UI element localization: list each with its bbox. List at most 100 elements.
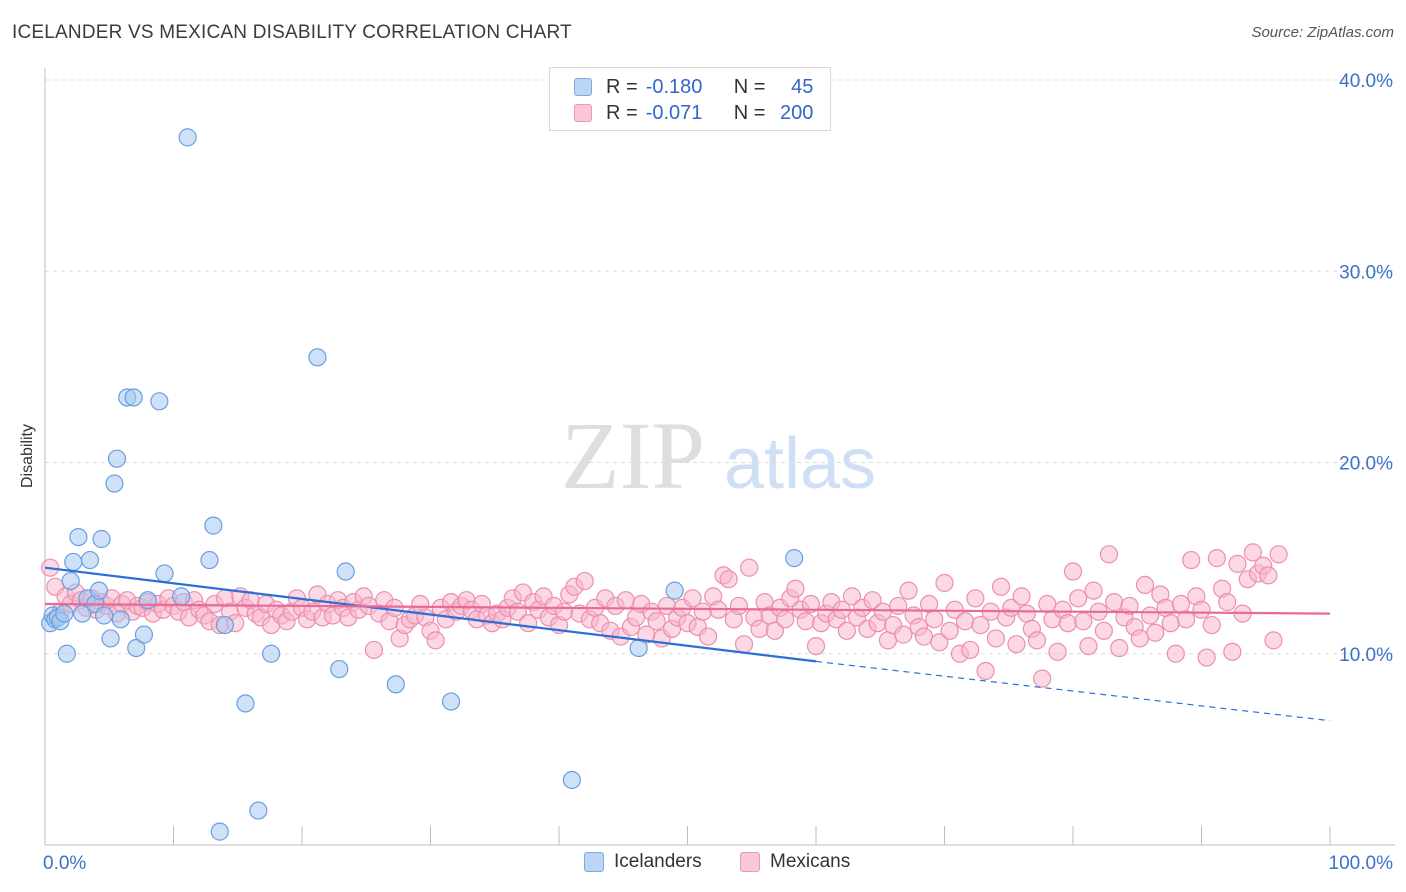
- icelander-point: [629, 638, 648, 658]
- mexican-point: [940, 621, 959, 640]
- icelander-point: [249, 801, 268, 820]
- series-name-icelanders: Icelanders: [614, 851, 702, 872]
- icelander-point: [101, 629, 120, 648]
- icelander-point: [69, 527, 88, 547]
- mexican-point: [647, 612, 666, 631]
- mexican-point: [1038, 594, 1057, 614]
- watermark-atlas: atlas: [724, 424, 876, 504]
- legend-r-value: -0.180: [645, 75, 703, 98]
- mexican-point: [1207, 549, 1227, 568]
- mexican-point: [1063, 562, 1083, 581]
- icelander-point: [386, 675, 405, 694]
- mexican-point: [925, 610, 944, 629]
- icelander-point: [236, 694, 255, 713]
- legend-n-value: 45: [791, 75, 814, 98]
- icelander-point: [111, 610, 130, 629]
- mexican-point: [1027, 631, 1047, 650]
- mexican-point: [796, 612, 815, 631]
- icelander-point: [262, 644, 281, 663]
- watermark: ZIP atlas: [561, 402, 876, 509]
- mexican-point: [1007, 635, 1026, 654]
- mexican-point: [1130, 629, 1149, 648]
- legend-r-label: R =: [606, 75, 638, 98]
- watermark-zip: ZIP: [561, 402, 705, 509]
- icelander-point: [308, 348, 327, 367]
- mexican-point: [786, 579, 805, 598]
- mexican-point: [1176, 610, 1196, 629]
- mexican-point: [837, 621, 856, 640]
- series-legend-mexicans: Mexicans: [740, 851, 850, 873]
- mexican-point: [955, 612, 975, 631]
- mexican-point: [935, 573, 954, 593]
- series-legend: Icelanders Mexicans: [0, 851, 1406, 877]
- icelander-point: [200, 550, 219, 570]
- mexican-point: [1202, 615, 1221, 635]
- icelander-point: [80, 550, 100, 570]
- legend-n-value: 200: [780, 101, 814, 124]
- icelander-point: [204, 516, 223, 535]
- icelander-point: [138, 591, 157, 610]
- icelander-point: [562, 770, 581, 790]
- mexican-point: [1156, 598, 1175, 617]
- mexican-point: [1135, 575, 1155, 595]
- mexican-point: [806, 636, 826, 656]
- icelander-point: [785, 549, 804, 568]
- icelander-point: [172, 587, 191, 606]
- mexican-point: [863, 591, 882, 610]
- mexican-point: [1048, 642, 1067, 661]
- mexican-point: [1269, 545, 1288, 564]
- legend-swatch-icelanders: [574, 78, 592, 96]
- icelander-point: [124, 388, 143, 407]
- mexican-point: [1171, 594, 1191, 614]
- mexican-point: [1105, 593, 1124, 612]
- mexican-point: [1012, 587, 1031, 606]
- mexicans-trend-line: [44, 602, 1331, 615]
- mexican-point: [740, 558, 759, 577]
- mexican-point: [1166, 644, 1185, 663]
- mexican-point: [914, 627, 934, 646]
- mexican-point: [575, 571, 594, 591]
- mexican-point: [1140, 606, 1160, 625]
- mexicans-points: [41, 543, 1288, 688]
- icelander-point: [336, 562, 355, 581]
- mexican-point: [1146, 623, 1165, 642]
- mexican-point: [1264, 631, 1283, 650]
- x-tick-label-min: 0.0%: [43, 853, 86, 874]
- mexican-point: [1161, 614, 1180, 633]
- icelander-point: [61, 571, 80, 591]
- icelander-point: [441, 692, 461, 711]
- legend-row-mexicans: R = -0.071 N = 200: [574, 102, 813, 124]
- mexican-point: [894, 625, 913, 644]
- mexican-point: [1017, 604, 1036, 623]
- mexican-point: [1228, 554, 1247, 573]
- mexican-point: [1094, 621, 1113, 640]
- mexican-point: [1074, 612, 1093, 631]
- legend-row-icelanders: R = -0.180 N = 45: [574, 76, 813, 98]
- mexican-point: [1259, 566, 1278, 585]
- icelander-point: [210, 822, 229, 841]
- mexican-point: [555, 602, 574, 621]
- mexican-point: [693, 602, 713, 621]
- mexican-point: [1110, 638, 1129, 658]
- mexican-point: [1079, 636, 1098, 656]
- icelanders-trend-extension: [815, 660, 1331, 722]
- mexican-point: [878, 631, 898, 650]
- mexican-point: [966, 589, 985, 608]
- legend-swatch-mexicans: [574, 104, 592, 122]
- mexican-point: [729, 596, 749, 616]
- mexican-point: [1197, 648, 1216, 667]
- legend-n-label: N =: [733, 101, 766, 124]
- y-tick-label: 10.0%: [1339, 645, 1393, 666]
- mexican-point: [801, 594, 820, 614]
- y-tick-label: 20.0%: [1339, 454, 1393, 475]
- icelander-point: [64, 552, 83, 572]
- mexican-point: [889, 596, 908, 616]
- legend-n-label: N =: [733, 75, 766, 98]
- icelanders-trend-line: [44, 566, 817, 663]
- mexican-point: [1084, 581, 1103, 600]
- icelander-point: [665, 581, 684, 600]
- icelander-point: [105, 474, 124, 493]
- mexican-point: [842, 587, 862, 606]
- mexican-point: [1182, 550, 1201, 570]
